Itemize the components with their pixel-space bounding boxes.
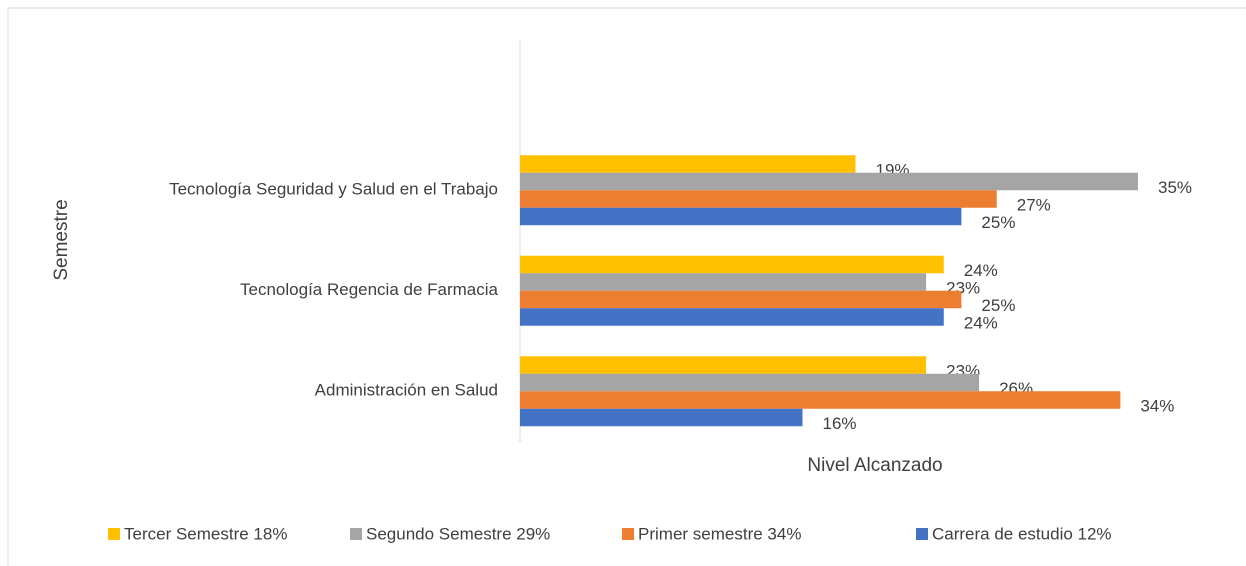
chart-border bbox=[7, 7, 1246, 566]
legend-swatch bbox=[916, 528, 928, 540]
bar bbox=[520, 308, 944, 326]
data-label: 24% bbox=[964, 313, 998, 332]
y-tick-label: Administración en Salud bbox=[315, 381, 498, 400]
bar bbox=[520, 290, 962, 309]
bar bbox=[520, 190, 997, 208]
data-label: 24% bbox=[964, 261, 998, 280]
bar bbox=[520, 207, 962, 226]
bar bbox=[520, 408, 803, 427]
y-tick-label: Tecnología Seguridad y Salud en el Traba… bbox=[169, 180, 498, 199]
bar bbox=[520, 356, 927, 374]
legend-label: Segundo Semestre 29% bbox=[366, 524, 550, 543]
bar bbox=[520, 373, 980, 392]
legend-swatch bbox=[350, 528, 362, 540]
x-axis-title: Nivel Alcanzado bbox=[807, 455, 942, 476]
bar bbox=[520, 155, 856, 173]
data-label: 25% bbox=[981, 213, 1015, 232]
bar bbox=[520, 273, 927, 291]
data-label: 27% bbox=[1017, 195, 1051, 214]
legend-label: Carrera de estudio 12% bbox=[932, 524, 1112, 543]
bar bbox=[520, 255, 944, 274]
data-label: 25% bbox=[981, 296, 1015, 315]
y-tick-label: Tecnología Regencia de Farmacia bbox=[240, 280, 499, 299]
legend-label: Primer semestre 34% bbox=[638, 524, 801, 543]
bar bbox=[520, 172, 1138, 191]
data-label: 35% bbox=[1158, 178, 1192, 197]
y-axis-title: Semestre bbox=[51, 199, 72, 280]
legend-swatch bbox=[622, 528, 634, 540]
data-label: 16% bbox=[823, 414, 857, 433]
legend-label: Tercer Semestre 18% bbox=[124, 524, 287, 543]
legend-swatch bbox=[108, 528, 120, 540]
data-label: 34% bbox=[1140, 396, 1174, 415]
bar bbox=[520, 391, 1121, 409]
